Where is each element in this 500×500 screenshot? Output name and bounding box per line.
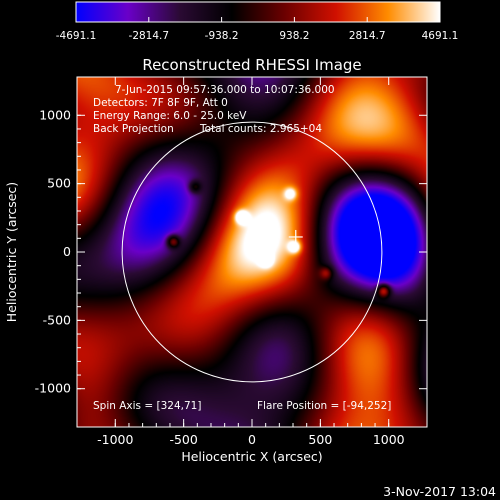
colorbar-tick-label: 2814.7: [349, 30, 386, 42]
annotation-time: 7-Jun-2015 09:57:36.000 to 10:07:36.000: [115, 84, 335, 96]
annotation-method: Back Projection: [93, 123, 174, 135]
annotation-detectors: Detectors: 7F 8F 9F, Att 0: [93, 97, 228, 109]
y-tick-label: 500: [47, 176, 71, 191]
colorbar-ticks: -4691.1 -2814.7 -938.2 938.2 2814.7 4691.1: [56, 17, 459, 42]
x-tick-label: -500: [169, 432, 197, 447]
colorbar-tick-label: -4691.1: [56, 30, 97, 42]
solar-limb-circle: [121, 121, 383, 383]
y-tick-label: 0: [63, 244, 71, 259]
chart-title: Reconstructed RHESSI Image: [142, 56, 361, 74]
annotation-spin-axis: Spin Axis = [324,71]: [93, 400, 201, 412]
y-axis-label: Heliocentric Y (arcsec): [4, 182, 19, 322]
y-tick-label: -1000: [35, 381, 71, 396]
annotation-flare-position: Flare Position = [-94,252]: [257, 400, 391, 412]
plot-area: [77, 77, 427, 427]
colorbar-tick-label: -938.2: [205, 30, 239, 42]
x-tick-label: 0: [248, 432, 256, 447]
x-tick-label: 500: [308, 432, 332, 447]
y-tick-label: 1000: [39, 107, 71, 122]
x-tick-label: -1000: [97, 432, 133, 447]
y-axis: -1000 -500 0 500 1000: [35, 107, 427, 396]
colorbar-tick-label: -2814.7: [129, 30, 170, 42]
heatmap-image: [77, 77, 427, 427]
x-axis: -1000 -500 0 500 1000: [97, 77, 405, 447]
annotation-counts: Total counts: 2.965+04: [199, 123, 322, 135]
footer-date: 3-Nov-2017 13:04: [383, 484, 496, 499]
colorbar-fill: [75, 1, 441, 23]
annotation-energy: Energy Range: 6.0 - 25.0 keV: [93, 110, 247, 122]
y-tick-label: -500: [43, 312, 71, 327]
colorbar: -4691.1 -2814.7 -938.2 938.2 2814.7 4691.1: [56, 1, 459, 42]
annotations: 7-Jun-2015 09:57:36.000 to 10:07:36.000 …: [93, 84, 391, 412]
x-tick-label: 1000: [373, 432, 405, 447]
colorbar-tick-label: 938.2: [279, 30, 309, 42]
colorbar-tick-label: 4691.1: [422, 30, 459, 42]
flare-position-marker: [288, 229, 303, 244]
x-axis-label: Heliocentric X (arcsec): [181, 449, 322, 464]
